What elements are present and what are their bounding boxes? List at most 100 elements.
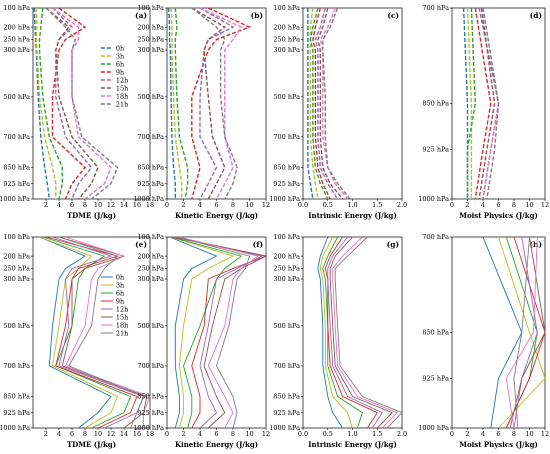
series-line-12h xyxy=(173,236,264,429)
y-tick-label: 300 hPa xyxy=(137,275,164,283)
x-tick-label: 6 xyxy=(70,201,74,209)
y-tick-label: 700 hPa xyxy=(3,133,30,141)
legend-label-6h: 6h xyxy=(116,289,124,297)
x-axis-label: Intrinsic Energy (J/kg) xyxy=(308,440,397,449)
series-line-18h xyxy=(332,236,398,429)
y-tick-label: 500 hPa xyxy=(273,93,300,101)
series-line-9h xyxy=(474,7,492,200)
x-axis-label: TDME (J/kg) xyxy=(67,211,116,220)
y-tick-label: 300 hPa xyxy=(273,275,300,283)
series-line-12h xyxy=(513,236,538,429)
series-line-0h xyxy=(307,8,314,200)
series-line-21h xyxy=(513,236,530,429)
x-tick-label: 16 xyxy=(133,430,141,438)
y-tick-label: 300 hPa xyxy=(137,46,164,54)
series-line-21h xyxy=(176,236,251,429)
x-tick-label: 4 xyxy=(198,430,202,438)
y-tick-label: 100 hPa xyxy=(3,4,30,12)
x-tick-label: 6 xyxy=(70,430,74,438)
x-tick-label: 2 xyxy=(44,430,48,438)
y-tick-label: 500 hPa xyxy=(137,93,164,101)
y-tick-label: 500 hPa xyxy=(3,93,30,101)
panel-label: (a) xyxy=(135,11,147,20)
legend-label-18h: 18h xyxy=(116,92,128,100)
series-line-15h xyxy=(329,236,393,429)
y-tick-label: 700 hPa xyxy=(273,362,300,370)
series-line-21h xyxy=(45,7,119,200)
x-tick-label: 8 xyxy=(512,430,516,438)
x-tick-label: 0 xyxy=(165,201,169,209)
x-tick-label: 12 xyxy=(262,201,270,209)
y-tick-label: 200 hPa xyxy=(273,23,300,31)
series-line-18h xyxy=(179,236,259,429)
panel-label: (h) xyxy=(529,240,542,249)
x-tick-label: 1.0 xyxy=(347,201,357,209)
x-tick-label: 0 xyxy=(450,430,454,438)
series-line-0h xyxy=(168,7,177,199)
x-tick-label: 0 xyxy=(165,430,169,438)
x-tick-label: 8 xyxy=(83,430,87,438)
legend-label-12h: 12h xyxy=(116,305,128,313)
y-tick-label: 300 hPa xyxy=(3,275,30,283)
x-tick-label: 10 xyxy=(94,201,102,209)
x-axis-label: TDME (J/kg) xyxy=(67,440,116,449)
y-tick-label: 850 hPa xyxy=(3,393,30,401)
series-line-18h xyxy=(319,7,349,200)
x-axis-label: Moist Physics (J/kg) xyxy=(459,440,538,449)
y-tick-label: 850 hPa xyxy=(3,164,30,172)
x-tick-label: 0 xyxy=(450,201,454,209)
y-tick-label: 700 hPa xyxy=(273,133,300,141)
y-tick-label: 250 hPa xyxy=(273,265,300,273)
y-tick-label: 925 hPa xyxy=(422,375,449,383)
y-tick-label: 700 hPa xyxy=(3,362,30,370)
x-tick-label: 10 xyxy=(525,430,533,438)
y-tick-label: 1000 hPa xyxy=(269,195,300,203)
series-line-21h xyxy=(334,236,403,429)
y-tick-label: 925 hPa xyxy=(137,409,164,417)
series-line-21h xyxy=(191,7,238,200)
y-tick-label: 1000 hPa xyxy=(133,195,164,203)
y-tick-label: 250 hPa xyxy=(137,265,164,273)
x-tick-label: 1.5 xyxy=(372,201,382,209)
series-line-9h xyxy=(171,236,268,429)
series-line-15h xyxy=(58,236,148,429)
series-line-18h xyxy=(199,7,243,200)
legend-label-18h: 18h xyxy=(116,321,128,329)
x-tick-label: 2 xyxy=(181,201,185,209)
x-tick-label: 1.0 xyxy=(347,430,357,438)
x-tick-label: 2 xyxy=(181,430,185,438)
y-tick-label: 925 hPa xyxy=(3,180,30,188)
x-tick-label: 1.5 xyxy=(372,430,382,438)
series-line-3h xyxy=(35,7,57,199)
y-tick-label: 850 hPa xyxy=(273,164,300,172)
y-tick-label: 850 hPa xyxy=(422,329,449,337)
series-line-18h xyxy=(52,7,112,200)
series-line-3h xyxy=(170,7,183,199)
panel-label: (b) xyxy=(251,11,263,20)
legend-label-6h: 6h xyxy=(116,60,124,68)
y-tick-label: 250 hPa xyxy=(273,36,300,44)
x-tick-label: 4 xyxy=(57,201,61,209)
x-tick-label: 14 xyxy=(120,201,128,209)
legend-label-15h: 15h xyxy=(116,84,128,92)
series-line-0h xyxy=(33,7,50,200)
x-tick-label: 10 xyxy=(94,430,102,438)
x-axis-label: Kinetic Energy (J/kg) xyxy=(175,211,258,220)
x-tick-label: 0.0 xyxy=(298,201,308,209)
series-line-9h xyxy=(45,236,138,429)
legend-label-0h: 0h xyxy=(116,273,124,281)
x-tick-label: 6 xyxy=(496,201,500,209)
x-tick-label: 18 xyxy=(146,201,154,209)
panel-label: (e) xyxy=(135,240,147,249)
x-axis-label: Kinetic Energy (J/kg) xyxy=(175,440,258,449)
panel-frame-h xyxy=(451,236,546,429)
y-tick-label: 700 hPa xyxy=(422,233,449,241)
panel-label: (f) xyxy=(253,240,263,249)
series-line-0h xyxy=(317,236,343,429)
series-line-12h xyxy=(314,7,339,200)
series-line-12h xyxy=(478,7,500,200)
series-line-3h xyxy=(39,236,119,429)
legend-label-15h: 15h xyxy=(116,313,128,321)
x-tick-label: 0.0 xyxy=(298,430,308,438)
